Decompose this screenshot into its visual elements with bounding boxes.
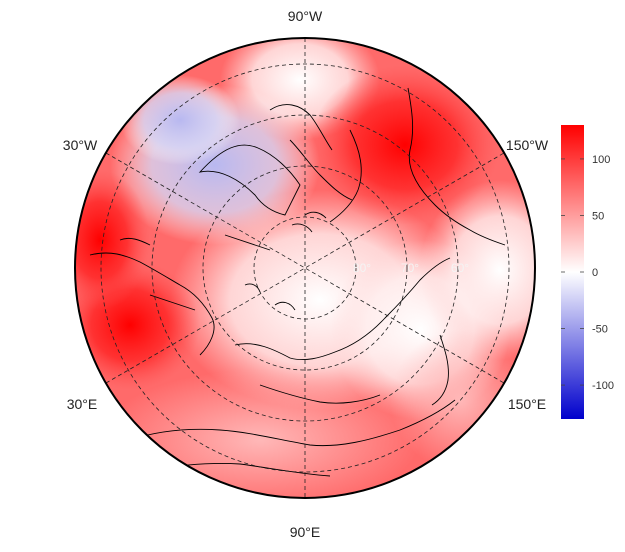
lon-label-150w: 150°W <box>506 137 549 153</box>
colorbar-tick-label: -50 <box>592 324 608 336</box>
lat-label-60: 60° <box>451 261 469 275</box>
lat-label-70: 70° <box>401 261 419 275</box>
lon-label-150e: 150°E <box>508 396 546 412</box>
colorbar-gradient <box>561 125 584 419</box>
colorbar-ticks: 100 50 0 -50 -100 <box>561 154 614 392</box>
coastlines <box>89 87 506 477</box>
lon-label-90e: 90°E <box>290 524 321 540</box>
anomaly-field <box>75 38 535 498</box>
colorbar-tick-label: 50 <box>592 210 604 222</box>
colorbar-tick-label: 100 <box>592 154 610 166</box>
lat-label-80: 80° <box>353 261 371 275</box>
lon-label-90w: 90°W <box>288 8 323 24</box>
lon-label-30w: 30°W <box>63 137 98 153</box>
graticule <box>100 38 510 498</box>
map-boundary <box>74 37 536 499</box>
colorbar: 100 50 0 -50 -100 <box>561 125 614 419</box>
colorbar-tick-label: 0 <box>592 267 598 279</box>
lon-label-30e: 30°E <box>67 396 98 412</box>
colorbar-tick-label: -100 <box>592 380 614 392</box>
